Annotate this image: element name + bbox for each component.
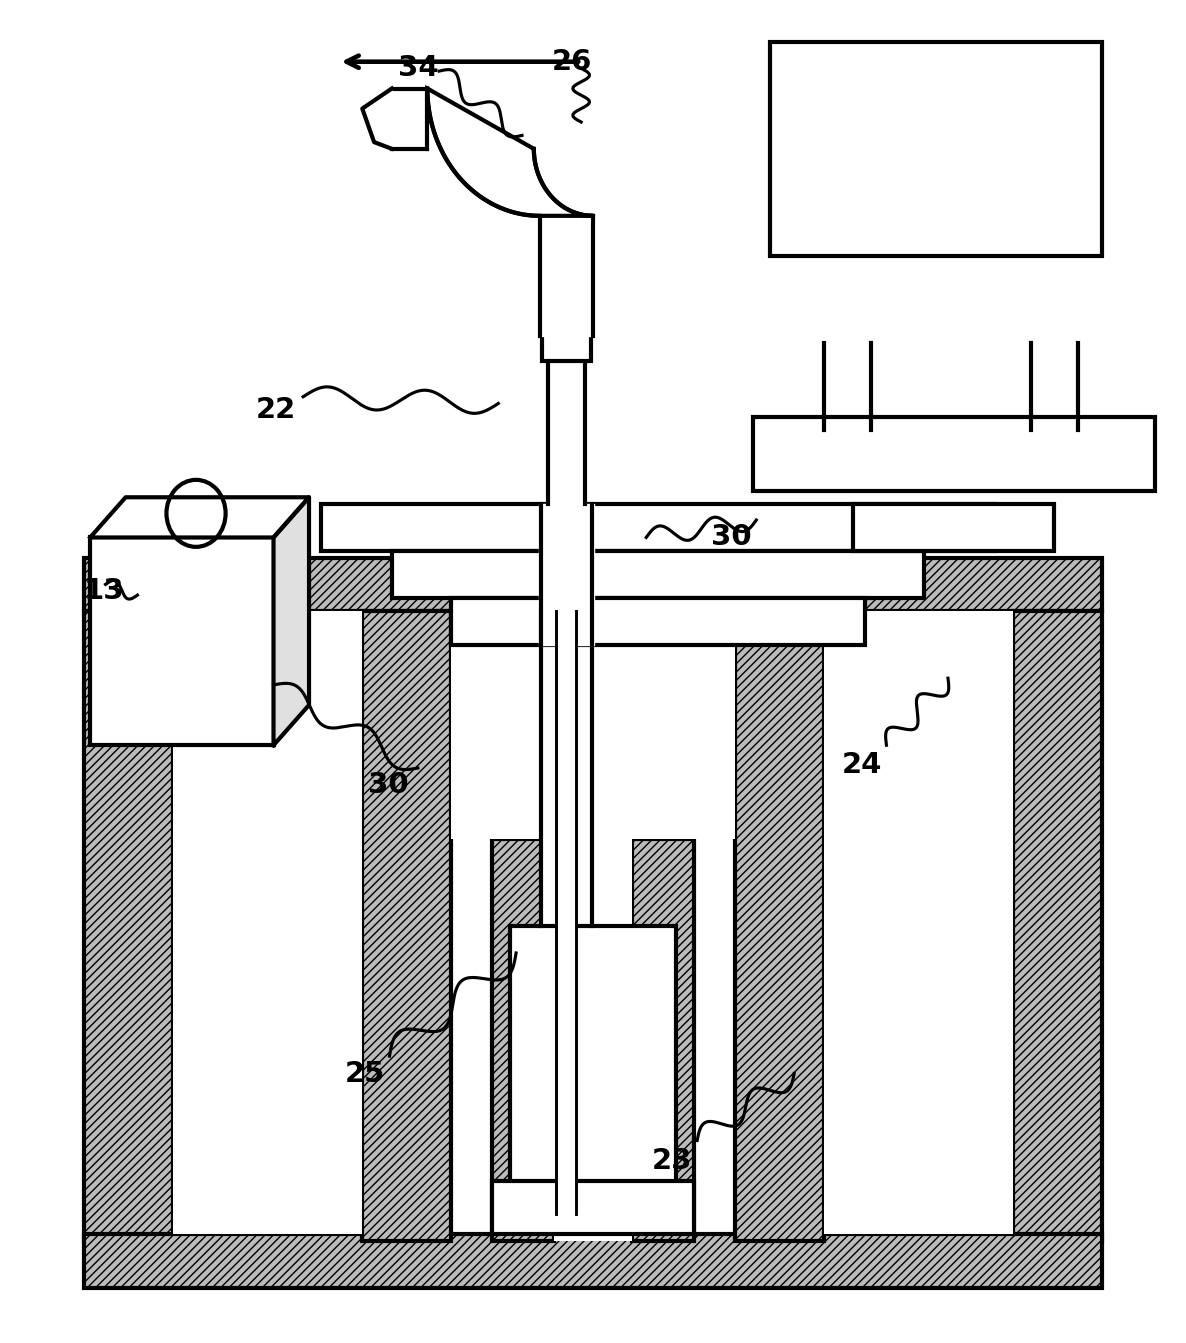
- Text: 13: 13: [84, 577, 125, 606]
- Bar: [510, 927, 676, 1187]
- Bar: [632, 839, 694, 1241]
- Bar: [362, 611, 451, 1241]
- Polygon shape: [90, 497, 310, 537]
- Bar: [542, 328, 591, 360]
- Bar: [173, 611, 362, 1234]
- Text: 26: 26: [551, 48, 592, 75]
- Bar: [84, 611, 173, 1241]
- Text: 24: 24: [842, 751, 882, 779]
- Text: 34: 34: [397, 55, 439, 82]
- Bar: [391, 551, 924, 598]
- Bar: [84, 557, 1102, 611]
- Polygon shape: [362, 89, 391, 149]
- Bar: [824, 344, 871, 430]
- Bar: [753, 416, 1155, 490]
- Bar: [771, 42, 1102, 257]
- Bar: [451, 598, 865, 645]
- Bar: [554, 839, 632, 1241]
- Bar: [735, 611, 824, 1241]
- Bar: [824, 611, 1013, 1234]
- Bar: [1013, 611, 1102, 1241]
- Bar: [492, 839, 554, 1241]
- Bar: [492, 1180, 694, 1234]
- Bar: [451, 611, 735, 839]
- Bar: [90, 537, 274, 745]
- Text: 23: 23: [652, 1147, 693, 1175]
- Bar: [1031, 344, 1078, 430]
- Text: 22: 22: [256, 396, 296, 424]
- Text: 25: 25: [344, 1060, 384, 1088]
- Text: 30: 30: [712, 524, 752, 552]
- Polygon shape: [274, 497, 310, 745]
- Text: 30: 30: [368, 771, 409, 799]
- Bar: [321, 504, 995, 551]
- Bar: [853, 504, 1054, 551]
- Polygon shape: [427, 89, 593, 216]
- Bar: [84, 1234, 1102, 1288]
